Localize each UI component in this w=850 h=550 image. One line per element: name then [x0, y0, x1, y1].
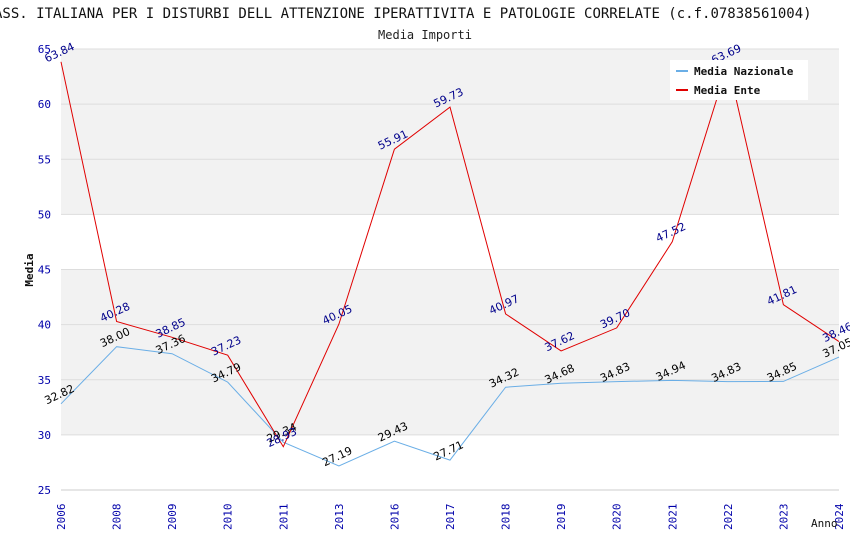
chart-subtitle: Media Importi	[378, 28, 472, 42]
legend-label-media-ente: Media Ente	[694, 83, 761, 97]
grid-band	[61, 324, 839, 380]
x-tick-label: 2021	[666, 504, 679, 531]
y-axis-label: Media	[23, 253, 36, 286]
x-tick-label: 2009	[166, 504, 179, 531]
y-tick-label: 30	[38, 429, 51, 442]
legend-label-media-nazionale: Media Nazionale	[694, 64, 794, 78]
x-tick-label: 2017	[444, 504, 457, 531]
x-tick-label: 2011	[277, 504, 290, 531]
grid-band	[61, 434, 839, 490]
y-tick-label: 35	[38, 374, 51, 387]
x-axis-label: Anno	[811, 517, 838, 530]
x-tick-label: 2008	[111, 504, 124, 531]
x-tick-label: 2018	[500, 504, 513, 530]
grid-band	[61, 159, 839, 215]
legend-swatch-media-ente	[676, 89, 688, 91]
series-line-media-nazionale	[60, 346, 840, 467]
grid-band	[61, 269, 839, 325]
chart-legend: Media Nazionale Media Ente	[670, 60, 808, 100]
grid-band	[61, 379, 839, 435]
y-tick-label: 65	[38, 43, 51, 56]
grid-band	[61, 104, 839, 160]
series-line-media-ente	[60, 61, 840, 448]
y-tick-label: 55	[38, 153, 51, 166]
x-tick-label: 2013	[333, 504, 346, 531]
x-tick-label: 2019	[555, 504, 568, 531]
legend-item-media-ente: Media Ente	[676, 83, 760, 97]
x-tick-label: 2016	[388, 504, 401, 531]
y-tick-label: 45	[38, 264, 51, 277]
legend-swatch-media-nazionale	[676, 70, 688, 72]
x-tick-label: 2006	[55, 504, 68, 531]
legend-item-media-nazionale: Media Nazionale	[676, 64, 793, 78]
y-tick-label: 25	[38, 484, 51, 497]
x-tick-label: 2020	[611, 504, 624, 531]
grid-band	[61, 214, 839, 270]
x-tick-label: 2010	[222, 504, 235, 531]
chart-title: ASS. ITALIANA PER I DISTURBI DELL ATTENZ…	[0, 6, 812, 22]
x-tick-label: 2023	[777, 504, 790, 531]
x-tick-label: 2024	[833, 503, 846, 530]
y-tick-label: 60	[38, 98, 51, 111]
y-tick-label: 40	[38, 319, 51, 332]
x-tick-label: 2022	[722, 504, 735, 531]
y-tick-label: 50	[38, 208, 51, 221]
